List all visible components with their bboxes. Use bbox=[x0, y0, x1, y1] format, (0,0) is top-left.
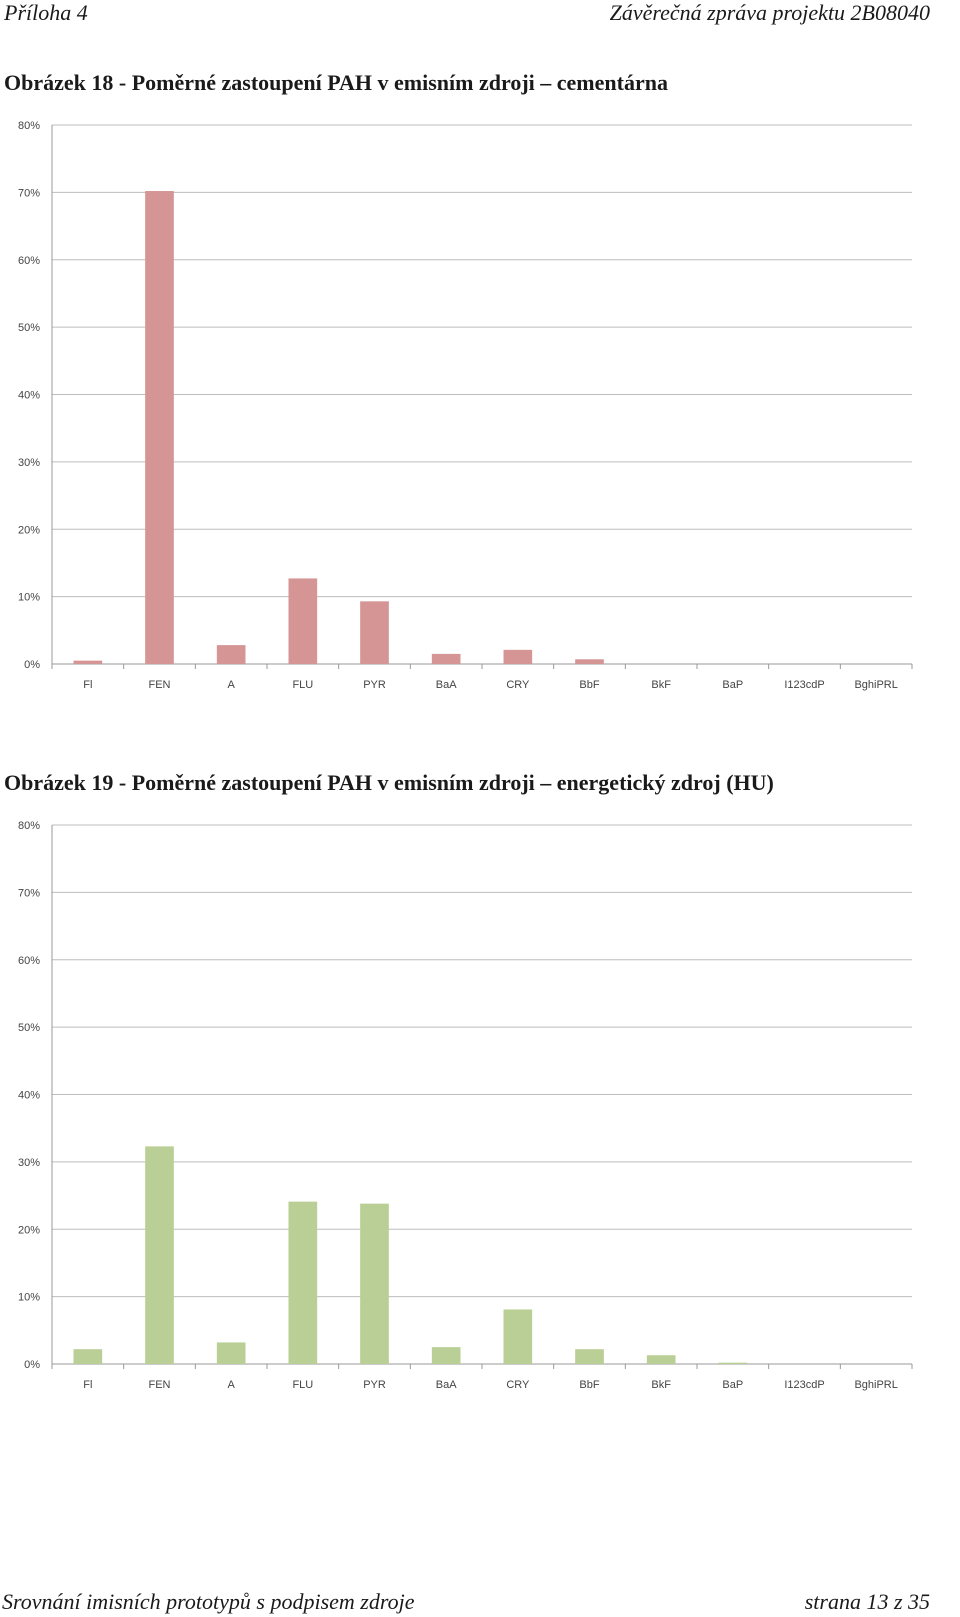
chart-figure-19: 0% 10% 20% 30% 40% 50% 60% 70% 80% Fl FEN A FLU PYR Ba… bbox=[18, 820, 913, 1391]
caption-figure-18: Obrázek 18 - Poměrné zastoupení PAH v em… bbox=[4, 70, 668, 95]
bar-cry bbox=[503, 1309, 533, 1364]
y-tick-label: 30% bbox=[18, 457, 40, 469]
x-tick-label: BaA bbox=[436, 1379, 457, 1391]
bar-fen bbox=[145, 1146, 174, 1364]
y-tick-label: 70% bbox=[18, 887, 40, 899]
x-tick-label: I123cdP bbox=[784, 1379, 824, 1391]
bar-baa bbox=[431, 1347, 461, 1364]
x-tick-label: BghiPRL bbox=[854, 1379, 897, 1391]
y-tick-label: 0% bbox=[24, 659, 40, 671]
x-tick-label: Fl bbox=[83, 679, 92, 691]
x-tick-label: BbF bbox=[579, 679, 599, 691]
y-tick-label: 60% bbox=[18, 255, 40, 267]
y-tick-label: 20% bbox=[18, 524, 40, 536]
y-tick-label: 60% bbox=[18, 955, 40, 967]
x-tick-label: BaP bbox=[722, 679, 743, 691]
y-tick-label: 0% bbox=[24, 1359, 40, 1371]
y-tick-label: 30% bbox=[18, 1157, 40, 1169]
bar-bbf bbox=[575, 1349, 604, 1364]
y-tick-label: 80% bbox=[18, 820, 40, 832]
y-tick-label: 70% bbox=[18, 187, 40, 199]
x-tick-label: FLU bbox=[292, 1379, 313, 1391]
bar-baa bbox=[431, 653, 461, 664]
bar-bap bbox=[718, 1362, 748, 1364]
x-tick-label: CRY bbox=[506, 1379, 530, 1391]
x-tick-label: PYR bbox=[363, 1379, 386, 1391]
x-tick-label: BbF bbox=[579, 1379, 599, 1391]
y-tick-label: 10% bbox=[18, 592, 40, 604]
x-tick-label: BaP bbox=[722, 1379, 743, 1391]
x-tick-label: FLU bbox=[292, 679, 313, 691]
bar-pyr bbox=[360, 1203, 389, 1364]
caption-figure-19: Obrázek 19 - Poměrné zastoupení PAH v em… bbox=[4, 770, 774, 795]
bar-a bbox=[216, 1342, 246, 1364]
bar-fen bbox=[145, 191, 174, 664]
y-tick-label: 40% bbox=[18, 390, 40, 402]
x-tick-label: BaA bbox=[436, 679, 457, 691]
bar-bkf bbox=[646, 1355, 676, 1364]
footer-right: strana 13 z 35 bbox=[804, 1589, 930, 1614]
x-tick-label: Fl bbox=[83, 1379, 92, 1391]
y-tick-label: 40% bbox=[18, 1090, 40, 1102]
footer-left: Srovnání imisních prototypů s podpisem z… bbox=[2, 1589, 415, 1614]
x-tick-label: BkF bbox=[651, 679, 671, 691]
bar-a bbox=[216, 645, 246, 664]
x-tick-label: I123cdP bbox=[784, 679, 824, 691]
header-left: Příloha 4 bbox=[4, 0, 88, 25]
bar-cry bbox=[503, 649, 533, 664]
x-tick-label: BkF bbox=[651, 1379, 671, 1391]
bar-flu bbox=[288, 1201, 318, 1364]
x-tick-label: PYR bbox=[363, 679, 386, 691]
bar-bbf bbox=[575, 659, 604, 664]
x-tick-label: BghiPRL bbox=[854, 679, 897, 691]
chart-figure-18: 0% 10% 20% 30% 40% 50% 60% 70% 80% Fl FEN A FLU PYR Ba… bbox=[18, 120, 913, 691]
bar-pyr bbox=[360, 601, 389, 664]
y-tick-label: 10% bbox=[18, 1292, 40, 1304]
bar-fl bbox=[73, 660, 103, 664]
x-tick-label: A bbox=[227, 1379, 235, 1391]
y-tick-label: 20% bbox=[18, 1224, 40, 1236]
bar-fl bbox=[73, 1349, 103, 1364]
bar-flu bbox=[288, 578, 318, 664]
y-tick-label: 80% bbox=[18, 120, 40, 132]
y-tick-label: 50% bbox=[18, 1022, 40, 1034]
y-tick-label: 50% bbox=[18, 322, 40, 334]
x-tick-label: FEN bbox=[149, 679, 171, 691]
header-right: Závěrečná zpráva projektu 2B08040 bbox=[609, 0, 930, 25]
x-tick-label: A bbox=[227, 679, 235, 691]
x-tick-label: FEN bbox=[149, 1379, 171, 1391]
x-tick-label: CRY bbox=[506, 679, 530, 691]
